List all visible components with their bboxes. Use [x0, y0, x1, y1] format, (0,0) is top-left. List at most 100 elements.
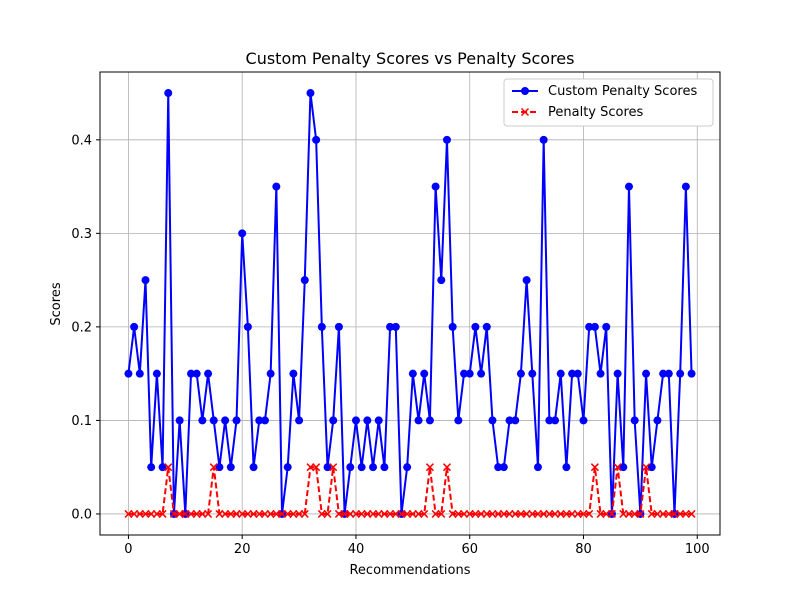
data-point-custom-penalty [454, 416, 463, 425]
data-point-custom-penalty [460, 369, 469, 378]
data-point-custom-penalty [437, 276, 446, 285]
data-point-penalty [323, 509, 332, 518]
data-point-custom-penalty [602, 322, 611, 331]
data-point-penalty [642, 463, 651, 472]
data-point-penalty [613, 463, 622, 472]
plot-frame [99, 71, 721, 536]
data-point-custom-penalty [676, 369, 685, 378]
data-point-custom-penalty [175, 416, 184, 425]
legend-box [503, 78, 714, 127]
x-tick-label: 100 [685, 542, 710, 557]
data-point-penalty [158, 509, 167, 518]
data-point-penalty [300, 509, 309, 518]
data-point-custom-penalty [272, 182, 281, 191]
data-point-custom-penalty [152, 369, 161, 378]
data-point-custom-penalty [488, 416, 497, 425]
x-tick-label: 20 [234, 542, 251, 557]
data-point-custom-penalty [249, 463, 258, 472]
data-point-penalty [164, 463, 173, 472]
series-line-custom-penalty [127, 92, 693, 515]
data-point-custom-penalty [323, 463, 332, 472]
data-point-custom-penalty [255, 416, 264, 425]
data-point-penalty [442, 463, 452, 472]
data-point-custom-penalty [164, 89, 173, 98]
data-point-custom-penalty [494, 463, 503, 472]
data-point-custom-penalty [425, 416, 434, 425]
data-point-custom-penalty [505, 416, 514, 425]
data-point-custom-penalty [226, 463, 235, 472]
data-point-custom-penalty [653, 416, 662, 425]
data-point-custom-penalty [664, 369, 673, 378]
axes: 0 20 40 60 80 100 0.0 0.1 0.2 0.3 0.4 [71, 71, 721, 557]
data-point-custom-penalty [391, 322, 400, 331]
data-point-custom-penalty [499, 463, 508, 472]
data-point-custom-penalty [357, 463, 366, 472]
data-point-custom-penalty [448, 322, 457, 331]
data-point-custom-penalty [613, 369, 622, 378]
data-point-custom-penalty [266, 369, 275, 378]
data-point-penalty [425, 463, 434, 472]
data-point-custom-penalty [533, 463, 542, 472]
data-point-custom-penalty [573, 369, 582, 378]
data-point-custom-penalty [346, 463, 355, 472]
data-point-penalty [590, 463, 599, 472]
data-point-custom-penalty [317, 322, 326, 331]
legend-marker-penalty [520, 107, 530, 117]
data-point-custom-penalty [442, 135, 451, 144]
data-point-custom-penalty [465, 369, 474, 378]
data-point-custom-penalty [568, 369, 577, 378]
data-point-custom-penalty [511, 416, 520, 425]
data-point-custom-penalty [260, 416, 269, 425]
data-point-custom-penalty [687, 369, 696, 378]
data-point-custom-penalty [329, 416, 338, 425]
data-point-custom-penalty [403, 463, 412, 472]
series-layer [124, 89, 696, 518]
data-point-custom-penalty [158, 463, 167, 472]
data-point-custom-penalty [243, 322, 252, 331]
y-tick-label: 0.1 [71, 414, 92, 429]
data-point-custom-penalty [471, 322, 480, 331]
data-point-penalty [636, 509, 645, 518]
data-point-custom-penalty [681, 182, 690, 191]
data-point-custom-penalty [545, 416, 554, 425]
data-point-custom-penalty [312, 135, 321, 144]
data-point-custom-penalty [556, 369, 565, 378]
x-tick-label: 0 [124, 542, 132, 557]
series-penalty [124, 463, 696, 518]
data-point-custom-penalty [380, 463, 389, 472]
data-point-custom-penalty [283, 463, 292, 472]
data-point-custom-penalty [659, 369, 668, 378]
data-point-custom-penalty [386, 322, 395, 331]
data-point-custom-penalty [135, 369, 144, 378]
data-point-custom-penalty [209, 416, 218, 425]
data-point-custom-penalty [482, 322, 491, 331]
data-point-custom-penalty [238, 229, 247, 238]
data-point-custom-penalty [187, 369, 196, 378]
data-point-custom-penalty [363, 416, 372, 425]
data-point-custom-penalty [420, 369, 429, 378]
data-point-custom-penalty [579, 416, 588, 425]
data-point-penalty [585, 509, 594, 518]
data-point-custom-penalty [204, 369, 213, 378]
legend-entry-custom-penalty: Custom Penalty Scores [512, 84, 697, 99]
y-tick-label: 0.3 [71, 227, 92, 242]
data-point-custom-penalty [642, 369, 651, 378]
data-point-custom-penalty [562, 463, 571, 472]
data-point-custom-penalty [414, 416, 423, 425]
data-point-custom-penalty [477, 369, 486, 378]
y-tick-label: 0.4 [71, 133, 92, 148]
legend-marker-custom-penalty [521, 87, 529, 95]
data-point-custom-penalty [232, 416, 241, 425]
data-point-custom-penalty [289, 369, 298, 378]
data-point-custom-penalty [528, 369, 537, 378]
legend-label-penalty: Penalty Scores [548, 105, 644, 120]
data-point-custom-penalty [551, 416, 560, 425]
y-tick-label: 0.0 [71, 507, 92, 522]
legend-label-custom-penalty: Custom Penalty Scores [548, 84, 697, 99]
data-point-penalty [607, 509, 616, 518]
x-tick-label: 40 [348, 542, 365, 557]
data-point-custom-penalty [306, 89, 315, 98]
y-axis-label: Scores [49, 282, 64, 325]
